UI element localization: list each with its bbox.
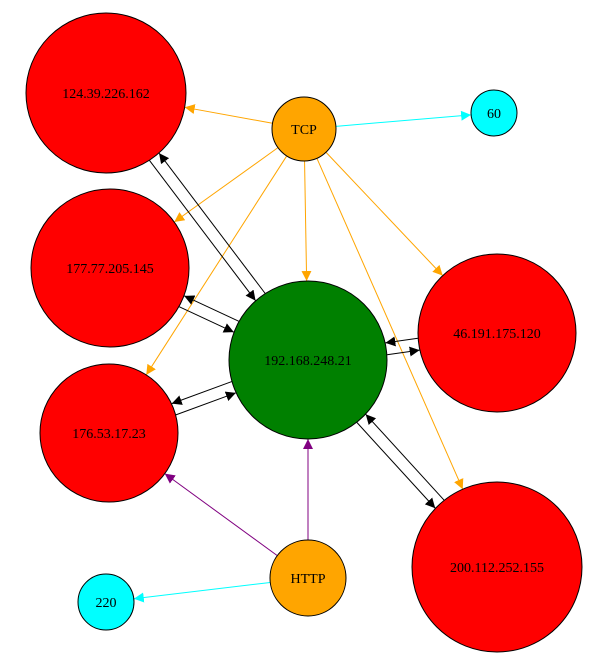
edge-http-to-n176	[164, 473, 278, 557]
edge-tcp-to-n176	[145, 155, 288, 376]
edge-n200-to-center	[365, 413, 445, 501]
edge-center-to-n46	[386, 346, 420, 357]
node-count-220-circle	[77, 573, 135, 631]
edge-tcp-to-center	[301, 160, 312, 282]
edge-n177-to-center	[178, 306, 235, 333]
node-192-168-248-21-label: 192.168.248.21	[264, 354, 352, 369]
node-200-112-252-155: 200.112.252.155	[411, 481, 583, 653]
node-tcp-circle	[271, 96, 337, 162]
node-http: HTTP	[269, 539, 347, 617]
edge-layer	[133, 104, 472, 603]
node-count-220: 220	[77, 573, 135, 631]
node-124-39-226-162: 124.39.226.162	[25, 12, 187, 174]
edge-n176-to-center	[175, 391, 237, 416]
node-192-168-248-21-circle	[228, 280, 388, 440]
node-200-112-252-155-label: 200.112.252.155	[450, 561, 544, 576]
node-46-191-175-120-label: 46.191.175.120	[453, 327, 541, 342]
edge-center-to-n177	[183, 295, 240, 322]
node-count-220-label: 220	[96, 596, 117, 611]
node-tcp-label: TCP	[291, 123, 317, 138]
node-layer: 124.39.226.162 177.77.205.145 176.53.17.…	[25, 12, 583, 653]
node-http-circle	[269, 539, 347, 617]
edge-tcp-to-n200	[316, 158, 464, 490]
node-124-39-226-162-label: 124.39.226.162	[62, 87, 150, 102]
node-177-77-205-145-label: 177.77.205.145	[66, 262, 154, 277]
edge-center-to-n176	[171, 381, 232, 405]
node-count-60-circle	[470, 89, 518, 137]
node-count-60: 60	[470, 89, 518, 137]
edge-n46-to-center	[385, 336, 419, 347]
node-177-77-205-145: 177.77.205.145	[30, 188, 190, 348]
edge-center-to-n124	[158, 152, 266, 294]
node-200-112-252-155-circle	[411, 481, 583, 653]
node-count-60-label: 60	[487, 107, 501, 122]
edge-http-to-c220	[133, 581, 271, 603]
node-177-77-205-145-circle	[30, 188, 190, 348]
node-124-39-226-162-circle	[25, 12, 187, 174]
node-46-191-175-120-circle	[417, 253, 577, 413]
node-tcp: TCP	[271, 96, 337, 162]
edge-center-to-n200	[356, 422, 436, 509]
node-http-label: HTTP	[291, 572, 326, 587]
node-176-53-17-23: 176.53.17.23	[39, 363, 179, 503]
node-176-53-17-23-label: 176.53.17.23	[72, 427, 146, 442]
edge-tcp-to-n124	[184, 104, 273, 124]
edge-tcp-to-n46	[325, 151, 444, 276]
node-46-191-175-120: 46.191.175.120	[417, 253, 577, 413]
node-192-168-248-21-center: 192.168.248.21	[228, 280, 388, 440]
edge-tcp-to-n177	[173, 147, 279, 223]
edge-tcp-to-c60	[335, 110, 472, 127]
node-176-53-17-23-circle	[39, 363, 179, 503]
edge-n124-to-center	[149, 160, 256, 301]
